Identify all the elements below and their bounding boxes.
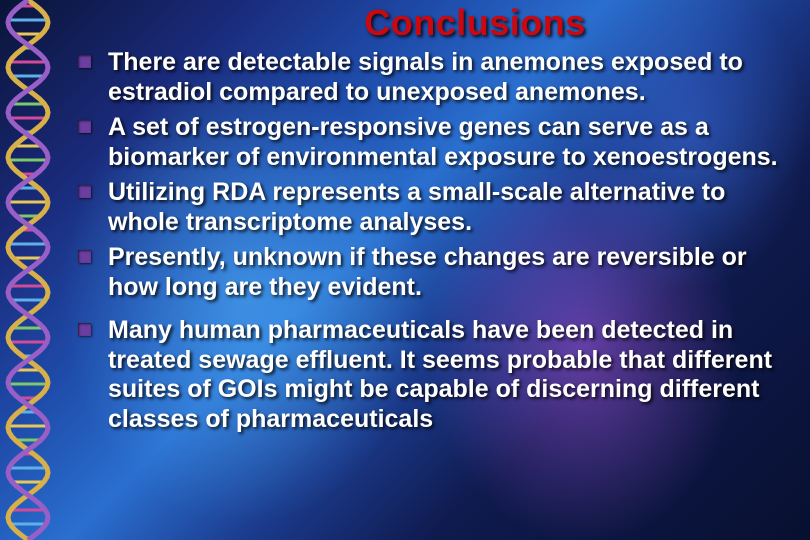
slide-root: Conclusions There are detectable signals… [0,0,810,540]
bullet-item: Utilizing RDA represents a small-scale a… [78,178,802,237]
bullet-text: There are detectable signals in anemones… [108,48,743,106]
bullet-item: A set of estrogen-responsive genes can s… [78,113,802,172]
bullet-item: Presently, unknown if these changes are … [78,243,802,302]
bullet-text: A set of estrogen-responsive genes can s… [108,113,778,171]
bullet-item: Many human pharmaceuticals have been det… [78,316,802,434]
bullet-item: There are detectable signals in anemones… [78,48,802,107]
bullet-list: There are detectable signals in anemones… [0,48,810,434]
bullet-text: Many human pharmaceuticals have been det… [108,316,772,433]
bullet-text: Utilizing RDA represents a small-scale a… [108,178,725,236]
bullet-text: Presently, unknown if these changes are … [108,243,747,301]
slide-title: Conclusions [140,2,810,44]
